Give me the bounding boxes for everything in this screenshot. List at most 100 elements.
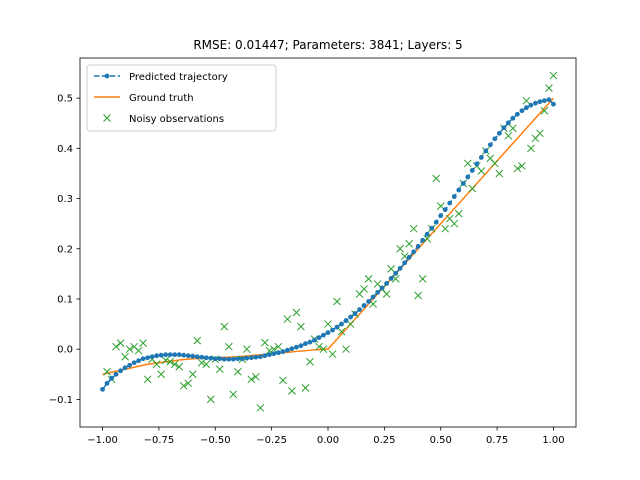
observation-marker-stroke	[233, 367, 242, 376]
observation-marker-stroke	[297, 322, 305, 331]
predicted-point	[433, 219, 439, 225]
observation-marker-stroke	[252, 372, 260, 381]
legend-label-observations: Noisy observations	[129, 114, 224, 125]
observation-marker-stroke	[549, 71, 558, 80]
predicted-point	[505, 120, 511, 126]
observation-marker	[382, 290, 391, 298]
predicted-point	[294, 344, 299, 350]
observation-marker	[540, 106, 549, 115]
observation-marker-stroke	[315, 342, 323, 351]
observation-marker	[242, 345, 251, 354]
observation-marker	[518, 162, 526, 170]
observation-marker-stroke	[112, 342, 120, 351]
observation-marker-stroke	[504, 131, 513, 140]
observation-marker	[315, 342, 323, 351]
predicted-point	[257, 354, 263, 360]
predicted-point	[316, 335, 322, 341]
observation-marker-stroke	[414, 291, 423, 300]
observation-marker	[220, 322, 229, 331]
predicted-point	[131, 360, 137, 366]
observation-marker-stroke	[197, 358, 206, 367]
predicted-point	[551, 101, 556, 107]
observation-marker-stroke	[400, 252, 409, 261]
observation-marker-stroke	[418, 275, 427, 283]
observation-marker-stroke	[279, 376, 287, 385]
observation-marker-stroke	[224, 342, 233, 351]
observation-marker-stroke	[391, 275, 400, 283]
observation-marker	[346, 320, 355, 328]
predicted-point	[533, 100, 538, 106]
x-tick-label: 0.25	[373, 435, 395, 446]
observation-marker	[116, 339, 125, 348]
observation-marker-stroke	[536, 129, 544, 138]
observation-marker-stroke	[220, 322, 229, 331]
predicted-point	[357, 307, 362, 312]
observation-marker	[337, 327, 346, 336]
observation-marker	[139, 339, 147, 348]
predicted-point	[352, 311, 358, 316]
predicted-point	[501, 125, 507, 131]
observation-marker-stroke	[188, 370, 197, 379]
observation-marker	[400, 252, 409, 261]
observation-marker-stroke	[103, 367, 111, 376]
observation-marker	[549, 71, 558, 80]
observation-marker-stroke	[346, 320, 355, 328]
observation-marker-stroke	[405, 239, 414, 248]
predicted-point	[217, 356, 223, 362]
observation-marker	[522, 96, 531, 105]
observation-marker-stroke	[215, 365, 224, 374]
observation-marker	[364, 275, 373, 283]
predicted-point	[528, 102, 534, 108]
observation-marker	[324, 320, 332, 328]
observation-marker-stroke	[527, 144, 535, 153]
observation-marker	[252, 372, 260, 381]
observation-marker	[441, 224, 450, 233]
observation-marker-stroke	[229, 390, 238, 399]
observation-marker-stroke	[468, 184, 477, 193]
series-layer	[100, 71, 558, 412]
observation-marker-stroke	[342, 345, 350, 354]
observation-marker	[436, 202, 445, 210]
predicted-point	[424, 231, 430, 237]
predicted-point	[388, 275, 394, 281]
observation-marker	[504, 131, 513, 140]
predicted-point	[149, 354, 155, 360]
ground-truth-line	[102, 97, 555, 376]
predicted-point	[122, 365, 128, 371]
legend-label-predicted: Predicted trajectory	[129, 72, 228, 83]
predicted-point	[321, 332, 326, 338]
observation-marker-stroke	[125, 345, 134, 354]
predicted-point	[447, 200, 453, 206]
predicted-point	[163, 352, 169, 358]
predicted-point	[104, 380, 110, 386]
observation-marker-stroke	[486, 154, 495, 163]
observation-marker-stroke	[134, 346, 143, 355]
observation-marker	[229, 390, 238, 399]
observation-marker-stroke	[364, 275, 373, 283]
observation-marker-stroke	[445, 214, 454, 223]
y-tick-label: 0.1	[57, 294, 73, 305]
observation-marker	[157, 370, 166, 379]
observation-marker-stroke	[152, 360, 161, 369]
predicted-point	[348, 314, 353, 320]
predicted-point	[113, 371, 119, 377]
predicted-point	[519, 108, 525, 114]
predicted-point	[465, 174, 471, 180]
predicted-point	[154, 353, 160, 359]
observation-marker	[292, 308, 301, 317]
observation-marker-stroke	[324, 320, 332, 328]
predicted-point	[420, 237, 426, 243]
predicted-point	[546, 97, 552, 103]
observation-marker	[215, 365, 224, 374]
observation-marker-stroke	[139, 339, 147, 348]
observation-marker	[405, 239, 414, 248]
x-tick-label: 0.00	[317, 435, 339, 446]
observation-marker-stroke	[161, 356, 170, 365]
observation-marker	[495, 169, 504, 178]
observation-marker-stroke	[360, 285, 368, 293]
predicted-point	[330, 327, 335, 333]
predicted-point	[451, 194, 457, 199]
observation-marker	[166, 357, 175, 366]
observation-marker	[333, 297, 341, 306]
predicted-point	[397, 265, 403, 271]
